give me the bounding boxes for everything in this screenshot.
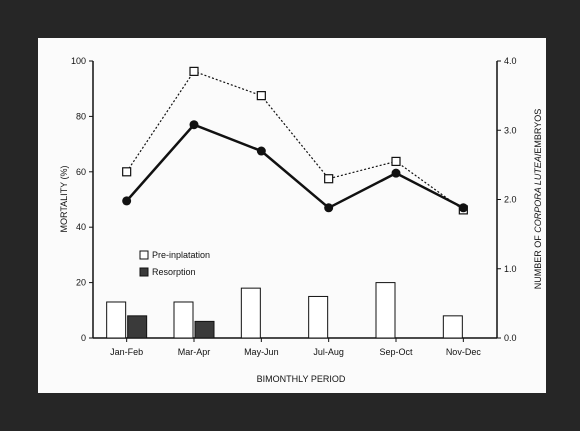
bar-pre-inplatation bbox=[308, 295, 329, 339]
series-point-square bbox=[324, 174, 334, 184]
y-axis-label-left: MORTALITY (%) bbox=[59, 165, 69, 232]
y-axis-label-right-italic: CORPORA LUTEA bbox=[533, 156, 543, 233]
y-tick-label-right: 3.0 bbox=[504, 125, 517, 135]
series-line-1 bbox=[126, 70, 464, 211]
legend-swatch-pre-inplatation bbox=[139, 250, 149, 260]
y-axis-label-right-suffix: /EMBRYOS bbox=[533, 109, 543, 156]
x-axis-label: BIMONTHLY PERIOD bbox=[257, 374, 346, 384]
x-tick-label: Sep-Oct bbox=[379, 347, 413, 357]
series-line-2 bbox=[125, 123, 464, 210]
series-point-circle bbox=[122, 196, 132, 206]
bar-pre-inplatation bbox=[375, 282, 396, 339]
x-tick-label: Mar-Apr bbox=[178, 347, 211, 357]
series-point-circle bbox=[256, 146, 266, 156]
x-tick-label: Nov-Dec bbox=[446, 347, 482, 357]
y-tick-label-left: 40 bbox=[76, 222, 86, 232]
y-tick-label-left: 100 bbox=[71, 56, 86, 66]
series-point-circle bbox=[189, 120, 199, 130]
legend-label-pre-inplatation: Pre-inplatation bbox=[152, 250, 210, 260]
series-point-circle bbox=[324, 203, 334, 213]
y-axis-label-right: NUMBER OF CORPORA LUTEA/EMBRYOS bbox=[533, 109, 543, 290]
y-tick-label-right: 0.0 bbox=[504, 333, 517, 343]
legend: Pre-inplatation Resorption bbox=[139, 250, 210, 277]
bar-pre-inplatation bbox=[106, 301, 127, 339]
bar-pre-inplatation bbox=[240, 287, 261, 339]
series-point-square bbox=[256, 91, 266, 101]
y-tick-label-right: 1.0 bbox=[504, 264, 517, 274]
y-tick-label-left: 20 bbox=[76, 278, 86, 288]
series-point-square bbox=[189, 66, 199, 76]
x-tick-label: Jul-Aug bbox=[313, 347, 344, 357]
x-tick-label: May-Jun bbox=[244, 347, 279, 357]
series-point-square bbox=[122, 167, 132, 177]
series-point-square bbox=[391, 156, 401, 167]
series-point-circle bbox=[391, 168, 401, 178]
lines-group bbox=[122, 66, 468, 215]
y-tick-label-left: 60 bbox=[76, 167, 86, 177]
y-tick-label-right: 2.0 bbox=[504, 195, 517, 205]
bars-group bbox=[106, 282, 463, 339]
series-point-circle bbox=[458, 203, 468, 213]
y-tick-label-left: 0 bbox=[81, 333, 86, 343]
legend-swatch-resorption bbox=[139, 267, 149, 277]
y-axis-label-right-prefix: NUMBER OF bbox=[533, 233, 543, 290]
bar-resorption bbox=[194, 320, 215, 339]
bar-pre-inplatation bbox=[173, 301, 194, 339]
legend-label-resorption: Resorption bbox=[152, 267, 196, 277]
y-tick-label-left: 80 bbox=[76, 111, 86, 121]
axes-group: 0 20 40 60 80 100 0.0 1.0 2.0 3.0 4.0 Jan-Feb Mar-Ap… bbox=[71, 56, 517, 357]
x-tick-label: Jan-Feb bbox=[110, 347, 143, 357]
bar-resorption bbox=[127, 315, 148, 339]
y-tick-label-right: 4.0 bbox=[504, 56, 517, 66]
bar-pre-inplatation bbox=[442, 315, 463, 339]
